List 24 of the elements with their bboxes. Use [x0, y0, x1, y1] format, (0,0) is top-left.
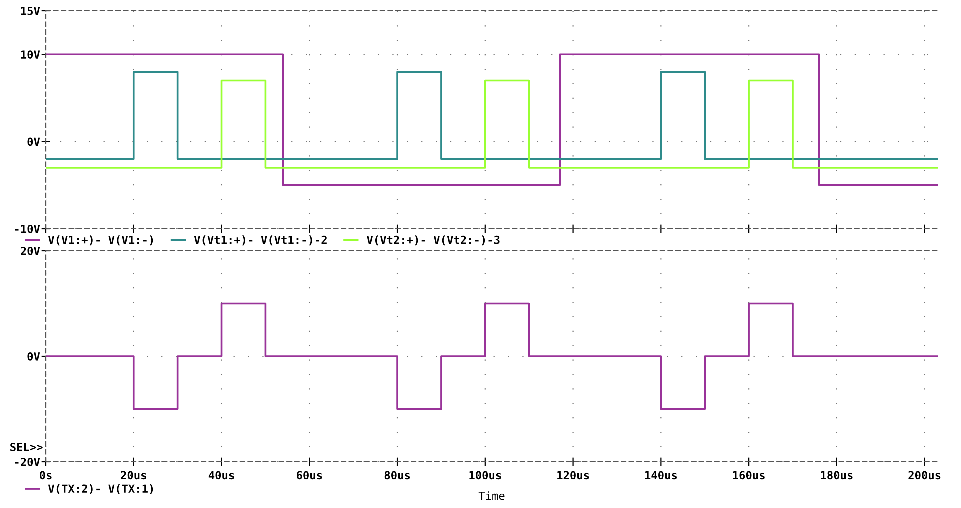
- x-tick-label: 180us: [821, 471, 853, 480]
- legend-label: V(Vt1:+)- V(Vt1:-)-2: [194, 236, 327, 246]
- x-tick-label: 60us: [296, 471, 322, 480]
- legend-label: V(Vt2:+)- V(Vt2:-)-3: [367, 236, 500, 246]
- x-tick-label: 20us: [121, 471, 146, 480]
- x-tick-label: 40us: [208, 471, 234, 480]
- x-tick-label: 0s: [40, 471, 52, 480]
- y-tick-label: -20V: [15, 458, 40, 466]
- x-tick-label: 200us: [908, 471, 941, 480]
- y-tick-label: 0V: [28, 138, 40, 146]
- y-tick-label: 0V: [28, 352, 40, 361]
- x-tick-label: 120us: [558, 471, 590, 480]
- x-tick-label: 100us: [470, 471, 502, 480]
- y-tick-label: 20V: [21, 246, 40, 256]
- y-tick-label: -10V: [15, 224, 40, 234]
- y-tick-label: 10V: [21, 50, 40, 59]
- legend-label: V(TX:2)- V(TX:1): [48, 484, 154, 494]
- x-tick-label: 140us: [645, 471, 677, 480]
- y-tick-label: 15V: [21, 7, 40, 16]
- x-tick-label: 160us: [733, 471, 765, 480]
- x-tick-label: 80us: [384, 471, 410, 480]
- text: SEL>>: [10, 443, 43, 452]
- x-axis-title: Time: [478, 492, 505, 500]
- legend-label: V(V1:+)- V(V1:-): [48, 236, 154, 246]
